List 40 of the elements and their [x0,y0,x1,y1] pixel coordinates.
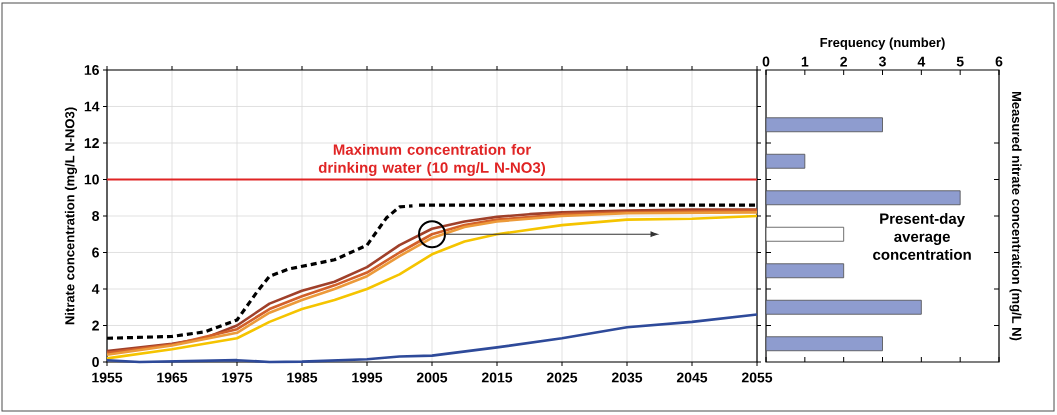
x-tick-label: 2055 [741,372,773,383]
bar [765,299,922,315]
y-tick-label: 8 [92,211,100,221]
bar [765,190,961,206]
x-tick-label: 2 [840,56,848,67]
x-tick-label: 2045 [676,372,708,383]
x-tick-label: 3 [878,56,886,67]
bar [765,117,883,133]
x-tick-label: 6 [995,56,1003,67]
y-tick-label: 0 [92,357,99,367]
x-tick-label: 2025 [546,372,578,383]
ref-line-label: Maximum concentration for drinking water (10 mg/L N-NO3) [318,143,546,176]
x-tick-label: 1 [801,56,809,67]
annotation: Present-day average concentration [873,212,971,260]
y-tick-label: 6 [92,247,99,258]
x-axis-title: Frequency (number) [820,37,945,50]
line-series [105,313,759,364]
y-axis-title: Nitrate concentration (mg/L N-NO3) [64,107,78,325]
y-tick-label: 10 [84,174,99,185]
x-tick-label: 2015 [481,372,513,383]
y-axis-title: Measured nitrate concentration (mg/L N) [1009,91,1022,341]
x-tick-label: 2005 [416,372,448,383]
x-tick-label: 1985 [287,372,318,383]
x-tick-label: 0 [762,56,770,67]
y-tick-label: 4 [91,284,100,294]
x-tick-label: 1975 [222,372,253,383]
bar [765,153,806,169]
x-tick-label: 4 [917,56,926,67]
y-tick-label: 16 [84,65,99,75]
y-tick-label: 2 [92,320,99,331]
bar [765,226,845,242]
bar [765,336,883,352]
x-tick-label: 1955 [92,372,123,383]
y-tick-label: 14 [84,101,100,112]
x-tick-label: 1965 [157,372,188,383]
x-tick-label: 5 [956,56,964,67]
x-tick-label: 2035 [611,372,643,383]
bar [765,263,845,279]
x-tick-label: 1995 [352,372,383,383]
y-tick-label: 12 [84,138,99,148]
